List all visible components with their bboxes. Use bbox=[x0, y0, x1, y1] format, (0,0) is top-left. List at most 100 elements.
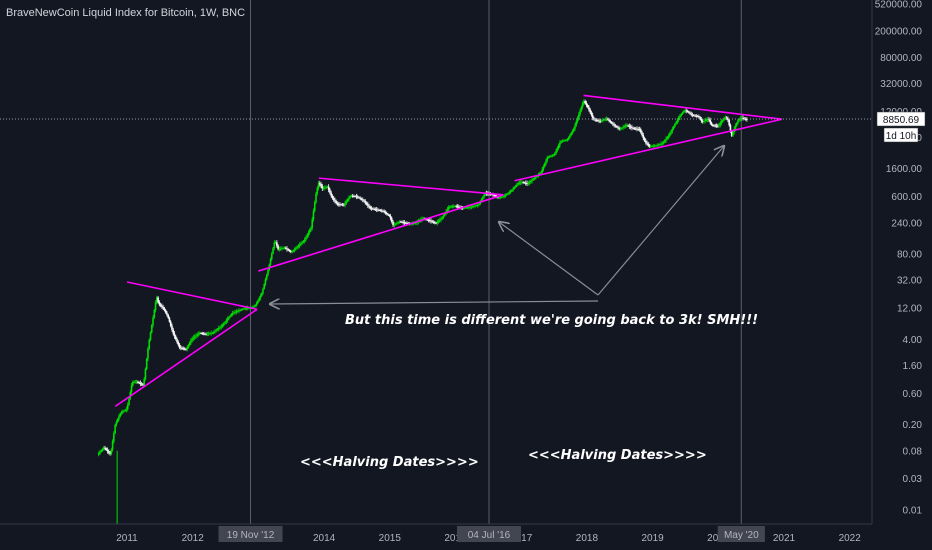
candle-body bbox=[305, 237, 307, 240]
candle-body bbox=[243, 308, 245, 310]
candle-body bbox=[130, 385, 133, 392]
candle-body bbox=[97, 453, 100, 455]
candle-body bbox=[140, 383, 143, 385]
candle-body bbox=[332, 198, 335, 200]
candle-body bbox=[336, 202, 339, 205]
candle-body bbox=[661, 143, 664, 145]
trendline[interactable] bbox=[126, 281, 258, 311]
candle-body bbox=[578, 114, 580, 118]
candle-body bbox=[340, 204, 343, 206]
candle-body bbox=[210, 333, 212, 335]
candle-body bbox=[704, 120, 706, 122]
candle-body bbox=[284, 247, 287, 249]
candle-body bbox=[436, 221, 439, 224]
candle-body bbox=[613, 124, 615, 126]
candle-body bbox=[150, 325, 153, 333]
candle-body bbox=[530, 181, 532, 183]
candle-body bbox=[325, 187, 327, 188]
candle-body bbox=[631, 127, 633, 129]
candle-body bbox=[655, 145, 657, 147]
candle-body bbox=[230, 314, 233, 316]
candle-body bbox=[235, 311, 238, 313]
candle-body bbox=[114, 425, 116, 434]
candle-body bbox=[226, 318, 229, 321]
candle-body bbox=[632, 127, 634, 129]
candle-body bbox=[562, 140, 565, 142]
x-tick-label: 2011 bbox=[116, 533, 138, 544]
halving-tag-label: 04 Jul '16 bbox=[468, 530, 511, 541]
candle-body bbox=[564, 140, 566, 142]
trendline[interactable] bbox=[583, 94, 783, 121]
candle-body bbox=[444, 213, 446, 216]
trendline[interactable] bbox=[318, 177, 504, 196]
candle-body bbox=[404, 222, 407, 224]
candle-body bbox=[370, 208, 373, 210]
candle-body bbox=[269, 259, 272, 265]
candle-body bbox=[350, 195, 353, 197]
candle-body bbox=[667, 135, 670, 138]
candle-body bbox=[190, 340, 192, 343]
candle-body bbox=[555, 150, 557, 154]
candle-body bbox=[647, 143, 650, 146]
candle-body bbox=[258, 298, 260, 301]
candle-body bbox=[143, 379, 145, 385]
candle-body bbox=[710, 122, 713, 125]
candle-body bbox=[692, 115, 695, 117]
y-tick-label: 240.00 bbox=[891, 218, 922, 229]
candle-body bbox=[628, 125, 631, 127]
candle-body bbox=[287, 249, 290, 251]
candle-body bbox=[389, 215, 392, 219]
candle-body bbox=[110, 449, 113, 455]
candle-body bbox=[502, 196, 504, 198]
candle-body bbox=[522, 182, 525, 184]
candle-body bbox=[527, 183, 530, 184]
candle-body bbox=[598, 120, 600, 122]
candle-body bbox=[569, 135, 571, 138]
trendline[interactable] bbox=[258, 194, 504, 272]
candle-body bbox=[442, 215, 445, 218]
candle-body bbox=[126, 404, 129, 410]
candle-body bbox=[584, 101, 586, 104]
candle-body bbox=[705, 119, 708, 121]
candle-body bbox=[480, 199, 483, 202]
candle-body bbox=[185, 349, 187, 350]
arrow-to-2016 bbox=[499, 222, 599, 296]
candle-body bbox=[358, 197, 360, 198]
candle-body bbox=[603, 119, 605, 121]
x-tick-label: 2012 bbox=[182, 533, 205, 544]
candle-body bbox=[313, 202, 316, 211]
candle-body bbox=[560, 141, 562, 143]
candle-body bbox=[182, 348, 185, 350]
candle-body bbox=[123, 410, 125, 412]
candle-body bbox=[722, 119, 724, 122]
candle-body bbox=[679, 116, 681, 119]
candle-body bbox=[297, 245, 300, 247]
candle-body bbox=[360, 198, 363, 200]
candle-body bbox=[209, 333, 211, 335]
candle-body bbox=[519, 182, 522, 184]
candle-body bbox=[658, 144, 661, 146]
candle-body bbox=[255, 302, 258, 306]
candle-body bbox=[550, 155, 552, 157]
trendline[interactable] bbox=[514, 118, 783, 182]
candle-body bbox=[291, 251, 293, 253]
candle-body bbox=[240, 309, 243, 311]
candle-body bbox=[327, 186, 330, 190]
price-axis-panel[interactable] bbox=[872, 0, 932, 524]
candle-body bbox=[729, 125, 732, 132]
candle-body bbox=[517, 183, 519, 185]
candle-body bbox=[344, 203, 346, 205]
candle-body bbox=[437, 220, 440, 222]
candle-body bbox=[202, 333, 205, 335]
candle-body bbox=[735, 122, 738, 126]
candle-body bbox=[316, 188, 319, 194]
candle-body bbox=[205, 333, 207, 335]
candle-body bbox=[176, 339, 178, 342]
candle-body bbox=[364, 201, 367, 203]
candle-body bbox=[567, 137, 570, 140]
candle-body bbox=[565, 140, 567, 141]
candle-body bbox=[583, 101, 585, 104]
candle-body bbox=[296, 246, 298, 249]
trendline[interactable] bbox=[114, 308, 258, 408]
